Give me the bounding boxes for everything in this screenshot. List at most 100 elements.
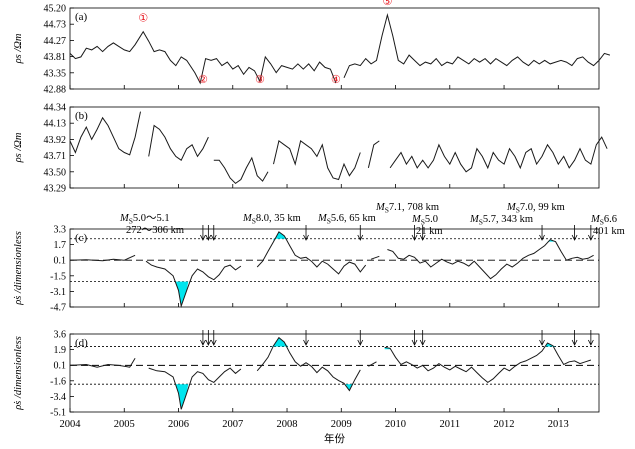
y-tick-label: 1.7 [54,240,67,251]
panel-label: (a) [75,11,88,23]
x-tick-label: 2006 [168,419,189,430]
y-tick-label: -5.1 [50,408,66,419]
exceedance-area [175,384,189,410]
event-arrow-head [303,339,309,346]
event-arrow-head [539,339,545,346]
panel-frame [69,7,600,90]
series-line [389,136,608,173]
panel-b: 44.34 44.13 43.92 43.71 43.50 43.29 ρs /Ωm (b) [13,103,608,195]
series-line [367,140,380,169]
series-line [69,30,337,85]
x-tick-label: 2009 [331,419,352,430]
y-tick-label: -3.1 [50,287,66,298]
series-line [69,254,136,262]
y-tick-label: 43.35 [44,68,67,79]
event-annotation-distance: 21 km [416,226,443,237]
y-axis-label: ρs /Ωm [13,33,24,64]
event-annotation: MS5.0 [411,214,438,227]
event-arrow-head [571,339,578,346]
x-tick-label: 2011 [439,419,460,430]
event-arrow-head [571,234,578,241]
y-tick-label: 0.1 [54,361,67,372]
y-tick-label: 43.50 [44,167,67,178]
y-tick-label: 1.9 [54,345,67,356]
peak-marker: ① [138,12,148,25]
y-tick-label: 44.27 [44,36,67,47]
event-arrow-head [200,339,206,346]
series-line [387,239,594,280]
y-tick-label: 43.92 [44,135,67,146]
y-tick-label: 43.29 [44,184,67,195]
event-annotation: MS7.1, 708 km [375,202,439,215]
x-tick-label: 2008 [277,419,298,430]
series-line [148,124,209,161]
panel-label: (c) [75,232,88,244]
x-tick-label: 2013 [548,419,569,430]
series-line [69,357,136,368]
y-tick-label: 3.3 [54,225,67,236]
series-line [256,336,361,392]
series-line [343,13,611,79]
event-arrow-head [303,234,309,241]
y-tick-label: 43.81 [44,52,67,63]
exceedance-area [273,231,288,242]
event-arrow-head [411,339,418,346]
y-tick-label: 43.71 [44,151,67,162]
series-line [213,156,269,185]
event-arrow-head [588,234,594,241]
event-annotation-distance: 272～306 km [126,225,184,236]
peak-marker: ② [198,73,208,86]
exceedance-area [175,281,189,307]
event-arrow-head [357,339,364,346]
event-annotation: MS6.6 [590,214,617,227]
y-tick-label: -1.5 [50,271,66,282]
peak-marker: ③ [255,73,265,86]
x-tick-label: 2012 [494,419,515,430]
y-tick-label: 44.34 [44,103,67,114]
y-tick-label: 44.73 [44,20,67,31]
panel-frame [69,106,600,189]
series-line [148,367,242,410]
event-arrow-head [539,234,545,241]
event-annotation: MS8.0, 35 km [242,213,301,226]
event-annotation: MS5.7, 343 km [469,214,533,227]
series-line [368,361,377,367]
event-arrow-head [200,234,206,241]
y-tick-label: 44.13 [44,119,67,130]
y-tick-label: 0.1 [54,256,67,267]
event-arrow-head [210,234,217,241]
panel-c: 3.3 1.7 0.1 -1.5 -3.1 -4.7 ρ̇s /dimensionless (… [13,225,600,314]
event-arrow-head [210,339,217,346]
event-annotation: MS5.6, 65 km [317,213,376,226]
series-line [384,342,592,384]
peak-marker: ⑤ [382,0,392,8]
y-tick-label: 42.88 [44,85,67,96]
event-arrow-head [205,339,212,346]
event-arrow-head [419,234,426,241]
event-arrow-head [411,234,418,241]
event-annotation: MS5.0～5.1 [119,213,170,226]
series-line [370,255,380,260]
y-axis-label: ρs /Ωm [13,132,24,163]
x-tick-label: 2010 [385,419,406,430]
series-line [69,111,141,156]
panel-frame [69,228,600,308]
x-tick-label: 2004 [60,419,82,430]
panel-label: (d) [75,337,88,349]
panel-d: 3.6 1.9 0.1 -1.6 -3.4 -5.1 ρ̇s /dimensionless (… [13,330,600,419]
y-tick-label: -4.7 [50,303,66,314]
y-tick-label: -3.4 [50,392,66,403]
y-axis-label: ρ̇s /dimensionless [13,336,24,411]
y-tick-label: 3.6 [54,330,67,341]
x-axis-label: 年份 [324,432,345,445]
series-line [145,260,242,308]
exceedance-area [270,337,289,347]
panel-label: (b) [75,110,88,122]
x-tick-label: 2007 [222,419,243,430]
event-arrow-head [419,339,426,346]
y-axis-label: ρ̇s /dimensionless [13,231,24,306]
event-annotation-distance: 401 km [593,226,625,237]
event-arrow-head [205,234,212,241]
y-tick-label: 45.20 [44,4,67,15]
